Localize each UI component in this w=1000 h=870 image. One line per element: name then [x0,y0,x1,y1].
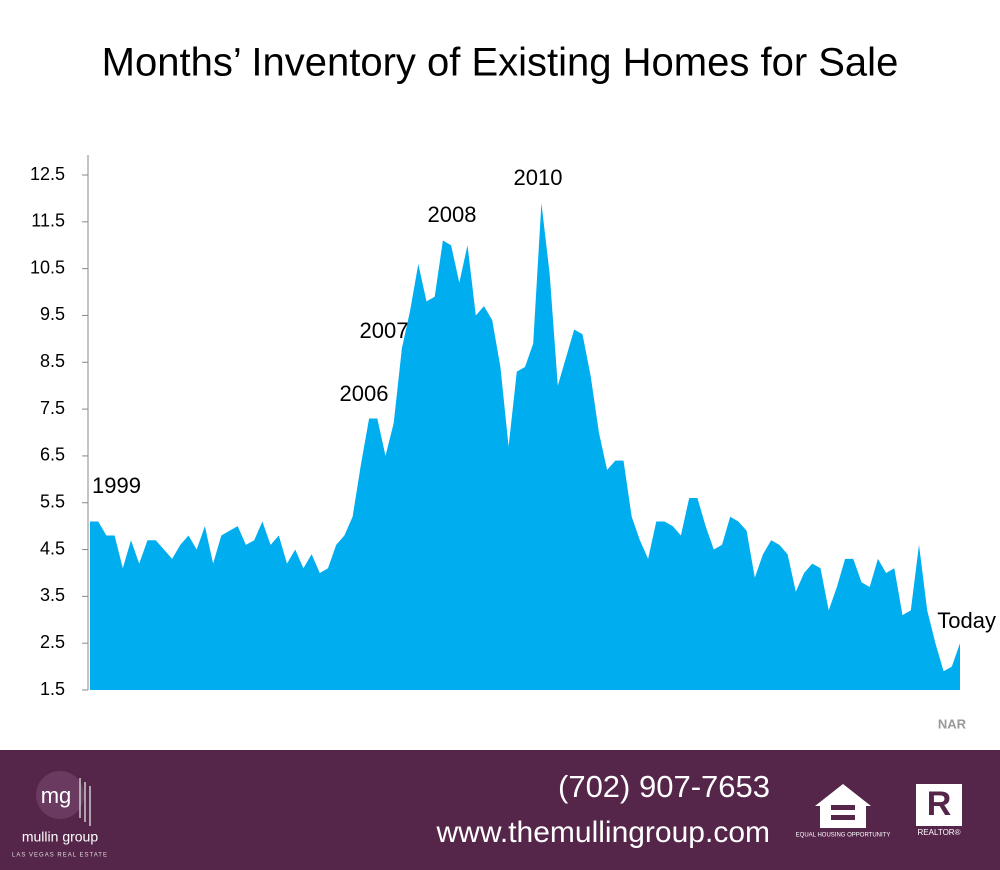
annotation: 2007 [360,318,409,343]
y-tick-label: 9.5 [40,304,65,324]
y-tick-label: 1.5 [40,679,65,699]
y-tick-label: 10.5 [30,257,65,277]
realtor-r: R [927,785,952,823]
y-tick-label: 8.5 [40,351,65,371]
y-tick-label: 12.5 [30,164,65,184]
website: www.themullingroup.com [436,816,770,849]
logo-mark: mg [41,783,72,808]
y-tick-label: 6.5 [40,445,65,465]
y-tick-label: 2.5 [40,632,65,652]
area [90,203,960,690]
annotation: Today [937,608,996,633]
annotation: 1999 [92,473,141,498]
logo: mg mullin group LAS VEGAS REAL ESTATE [12,771,108,859]
equal-housing-text: EQUAL HOUSING OPPORTUNITY [796,833,891,839]
annotation: 2010 [514,165,563,190]
realtor-text: REALTOR® [918,828,961,837]
house-bar [831,805,855,810]
equal-housing-logo: EQUAL HOUSING OPPORTUNITY [796,784,891,839]
phone: (702) 907-7653 [558,769,770,804]
y-tick-label: 4.5 [40,538,65,558]
realtor-box [916,784,962,826]
annotation: 2008 [428,202,477,227]
chart-title: Months’ Inventory of Existing Homes for … [102,41,899,85]
y-tick-label: 7.5 [40,398,65,418]
logo-name: mullin group [22,829,98,845]
realtor-logo: R REALTOR® [916,784,962,837]
y-tick-label: 11.5 [31,211,65,231]
house-bar [831,815,855,820]
source: NAR [938,716,967,731]
y-tick-label: 3.5 [40,585,65,605]
logo-tagline: LAS VEGAS REAL ESTATE [12,853,108,859]
logo-circle [36,771,84,819]
annotation: 2006 [340,381,389,406]
y-tick-label: 5.5 [40,491,65,511]
